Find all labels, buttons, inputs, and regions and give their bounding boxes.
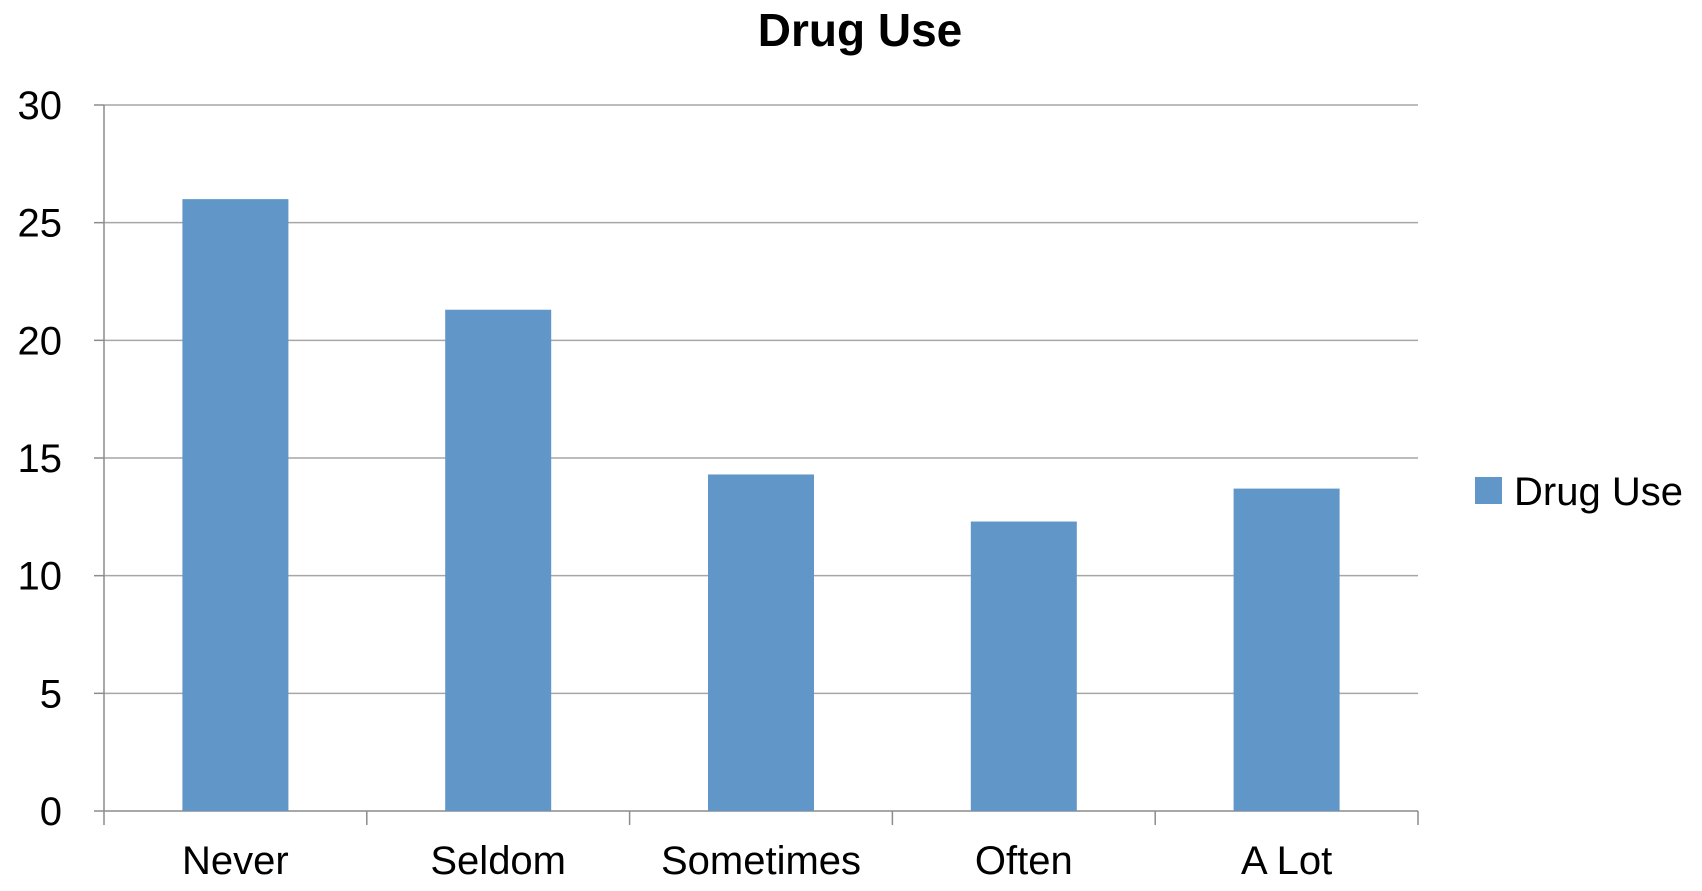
x-tick-label: Seldom (430, 839, 566, 883)
y-tick-label: 10 (18, 555, 63, 599)
legend-label: Drug Use (1514, 470, 1683, 514)
bar-seldom (445, 309, 552, 811)
y-tick-label: 5 (40, 672, 62, 716)
y-tick-label: 20 (18, 319, 63, 363)
x-tick-labels: Never Seldom Sometimes Often A Lot (182, 839, 1332, 883)
bar-a-lot (1233, 488, 1340, 811)
chart-title: Drug Use (758, 4, 962, 56)
bar-sometimes (708, 474, 814, 811)
x-tick-label: Sometimes (661, 839, 861, 883)
bar-never (182, 199, 289, 812)
bars (182, 199, 1340, 812)
legend-swatch (1475, 477, 1502, 504)
legend: Drug Use (1475, 470, 1683, 514)
x-tick-label: Never (182, 839, 289, 883)
y-tick-label: 0 (40, 790, 62, 834)
y-tick-label: 30 (18, 84, 63, 128)
x-tick-label: A Lot (1241, 839, 1332, 883)
bar-often (970, 521, 1077, 811)
gridlines (104, 104, 1418, 695)
y-tick-labels: 0 5 10 15 20 25 30 (18, 84, 63, 834)
x-tick-label: Often (975, 839, 1073, 883)
y-tick-label: 15 (18, 437, 63, 481)
y-tick-label: 25 (18, 202, 63, 246)
